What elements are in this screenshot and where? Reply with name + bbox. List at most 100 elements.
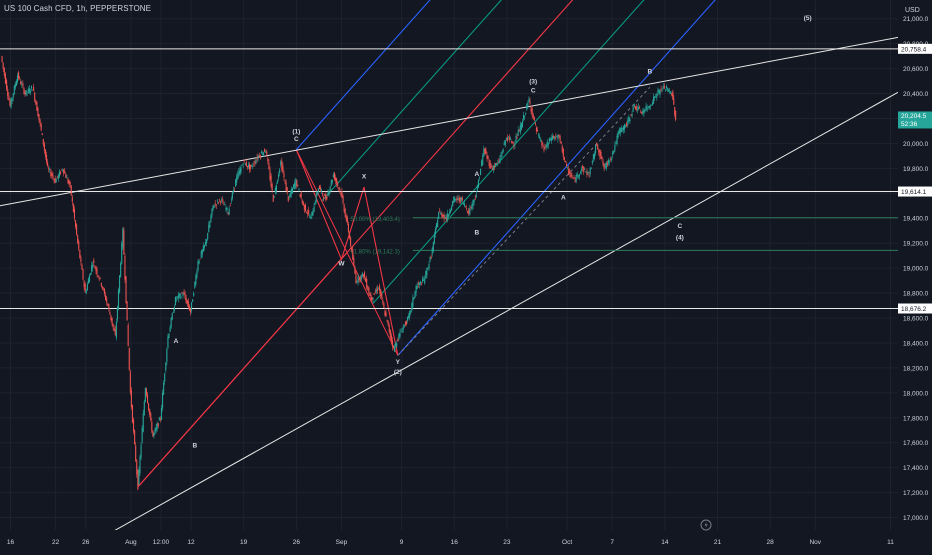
candle-body — [406, 317, 409, 321]
candle-body — [316, 192, 318, 195]
candle-body — [500, 154, 502, 158]
candle-body — [559, 136, 561, 141]
candle-body — [226, 207, 228, 211]
candle-body — [646, 107, 648, 111]
candle-body — [414, 291, 416, 298]
candle-body — [16, 75, 19, 82]
candle-body — [405, 321, 408, 325]
price-tick-label: 19,400.0 — [903, 216, 929, 223]
candle-body — [417, 283, 419, 285]
price-tick-label: 17,400.0 — [903, 465, 929, 472]
candle-body — [165, 362, 167, 371]
candle-body — [217, 202, 219, 204]
candle-body — [599, 149, 601, 157]
price-tick-label: 19,200.0 — [903, 241, 929, 248]
candle-body — [189, 309, 192, 313]
candle-body — [517, 130, 519, 136]
candle-body — [598, 149, 600, 153]
candle-body — [478, 177, 481, 179]
candle-body — [264, 148, 266, 152]
candle-body — [126, 301, 128, 321]
candle-body — [371, 296, 373, 300]
candle-body — [332, 174, 334, 178]
candle-body — [276, 180, 279, 183]
candle-body — [36, 101, 38, 111]
candle-body — [290, 189, 293, 194]
candle-body — [312, 211, 314, 216]
candle-body — [354, 267, 356, 274]
candle-body — [491, 168, 493, 170]
candle-body — [272, 194, 274, 202]
wave-label: (3) — [529, 79, 537, 86]
candle-body — [144, 387, 146, 402]
candle-body — [564, 160, 567, 162]
candle-body — [308, 210, 310, 214]
level-price-tag-text: 18,676.2 — [901, 306, 927, 313]
candle-body — [549, 139, 551, 141]
candle-body — [415, 285, 417, 293]
candle-body — [506, 138, 508, 141]
wave-label: C — [678, 223, 683, 230]
candle-body — [586, 171, 588, 175]
candle-body — [579, 171, 582, 174]
candle-body — [562, 148, 564, 157]
candle-body — [314, 202, 316, 205]
candle-body — [516, 137, 518, 138]
candle-body — [91, 265, 93, 272]
candle-body — [117, 289, 120, 309]
candle-body — [619, 128, 621, 134]
candle-body — [510, 138, 512, 140]
candle-body — [123, 229, 125, 255]
candle-body — [484, 148, 486, 154]
candle-body — [615, 142, 617, 144]
candle-body — [299, 194, 301, 197]
candle-body — [153, 432, 155, 436]
candle-body — [231, 192, 233, 199]
candle-body — [116, 306, 118, 320]
candle-body — [273, 196, 275, 198]
candle-body — [297, 185, 299, 186]
candle-body — [482, 155, 484, 165]
candle-body — [228, 208, 230, 215]
candle-body — [659, 90, 661, 95]
candle-body — [455, 199, 457, 200]
candle-body — [39, 119, 41, 124]
candle-body — [220, 201, 222, 203]
candle-body — [627, 120, 629, 125]
candle-body — [67, 178, 69, 183]
candle-body — [66, 177, 68, 179]
candle-body — [348, 232, 351, 239]
candle-body — [76, 224, 78, 235]
candle-body — [159, 418, 161, 420]
candle-body — [194, 281, 196, 288]
time-tick-label: Aug — [125, 539, 137, 546]
candle-body — [208, 224, 210, 233]
candle-body — [582, 166, 584, 168]
wave-label: W — [338, 261, 345, 268]
price-tick-label: 19,800.0 — [903, 166, 929, 173]
candle-body — [284, 180, 286, 182]
candle-body — [440, 212, 442, 215]
candle-body — [331, 179, 333, 183]
candle-body — [642, 110, 644, 113]
price-tick-label: 19,000.0 — [903, 266, 929, 273]
candle-body — [156, 423, 158, 430]
candle-body — [62, 169, 64, 171]
candle-body — [546, 141, 548, 148]
candle-body — [424, 278, 426, 284]
candle-body — [225, 208, 227, 210]
candle-body — [511, 140, 513, 144]
candle-body — [99, 277, 101, 279]
candle-body — [572, 177, 574, 179]
candle-body — [610, 158, 612, 160]
candle-body — [355, 273, 357, 283]
candle-body — [460, 197, 462, 202]
candle-body — [481, 160, 483, 167]
candle-body — [342, 195, 344, 204]
candle-body — [498, 160, 500, 162]
candle-body — [333, 172, 336, 180]
candle-body — [387, 320, 389, 326]
candle-body — [487, 156, 489, 159]
